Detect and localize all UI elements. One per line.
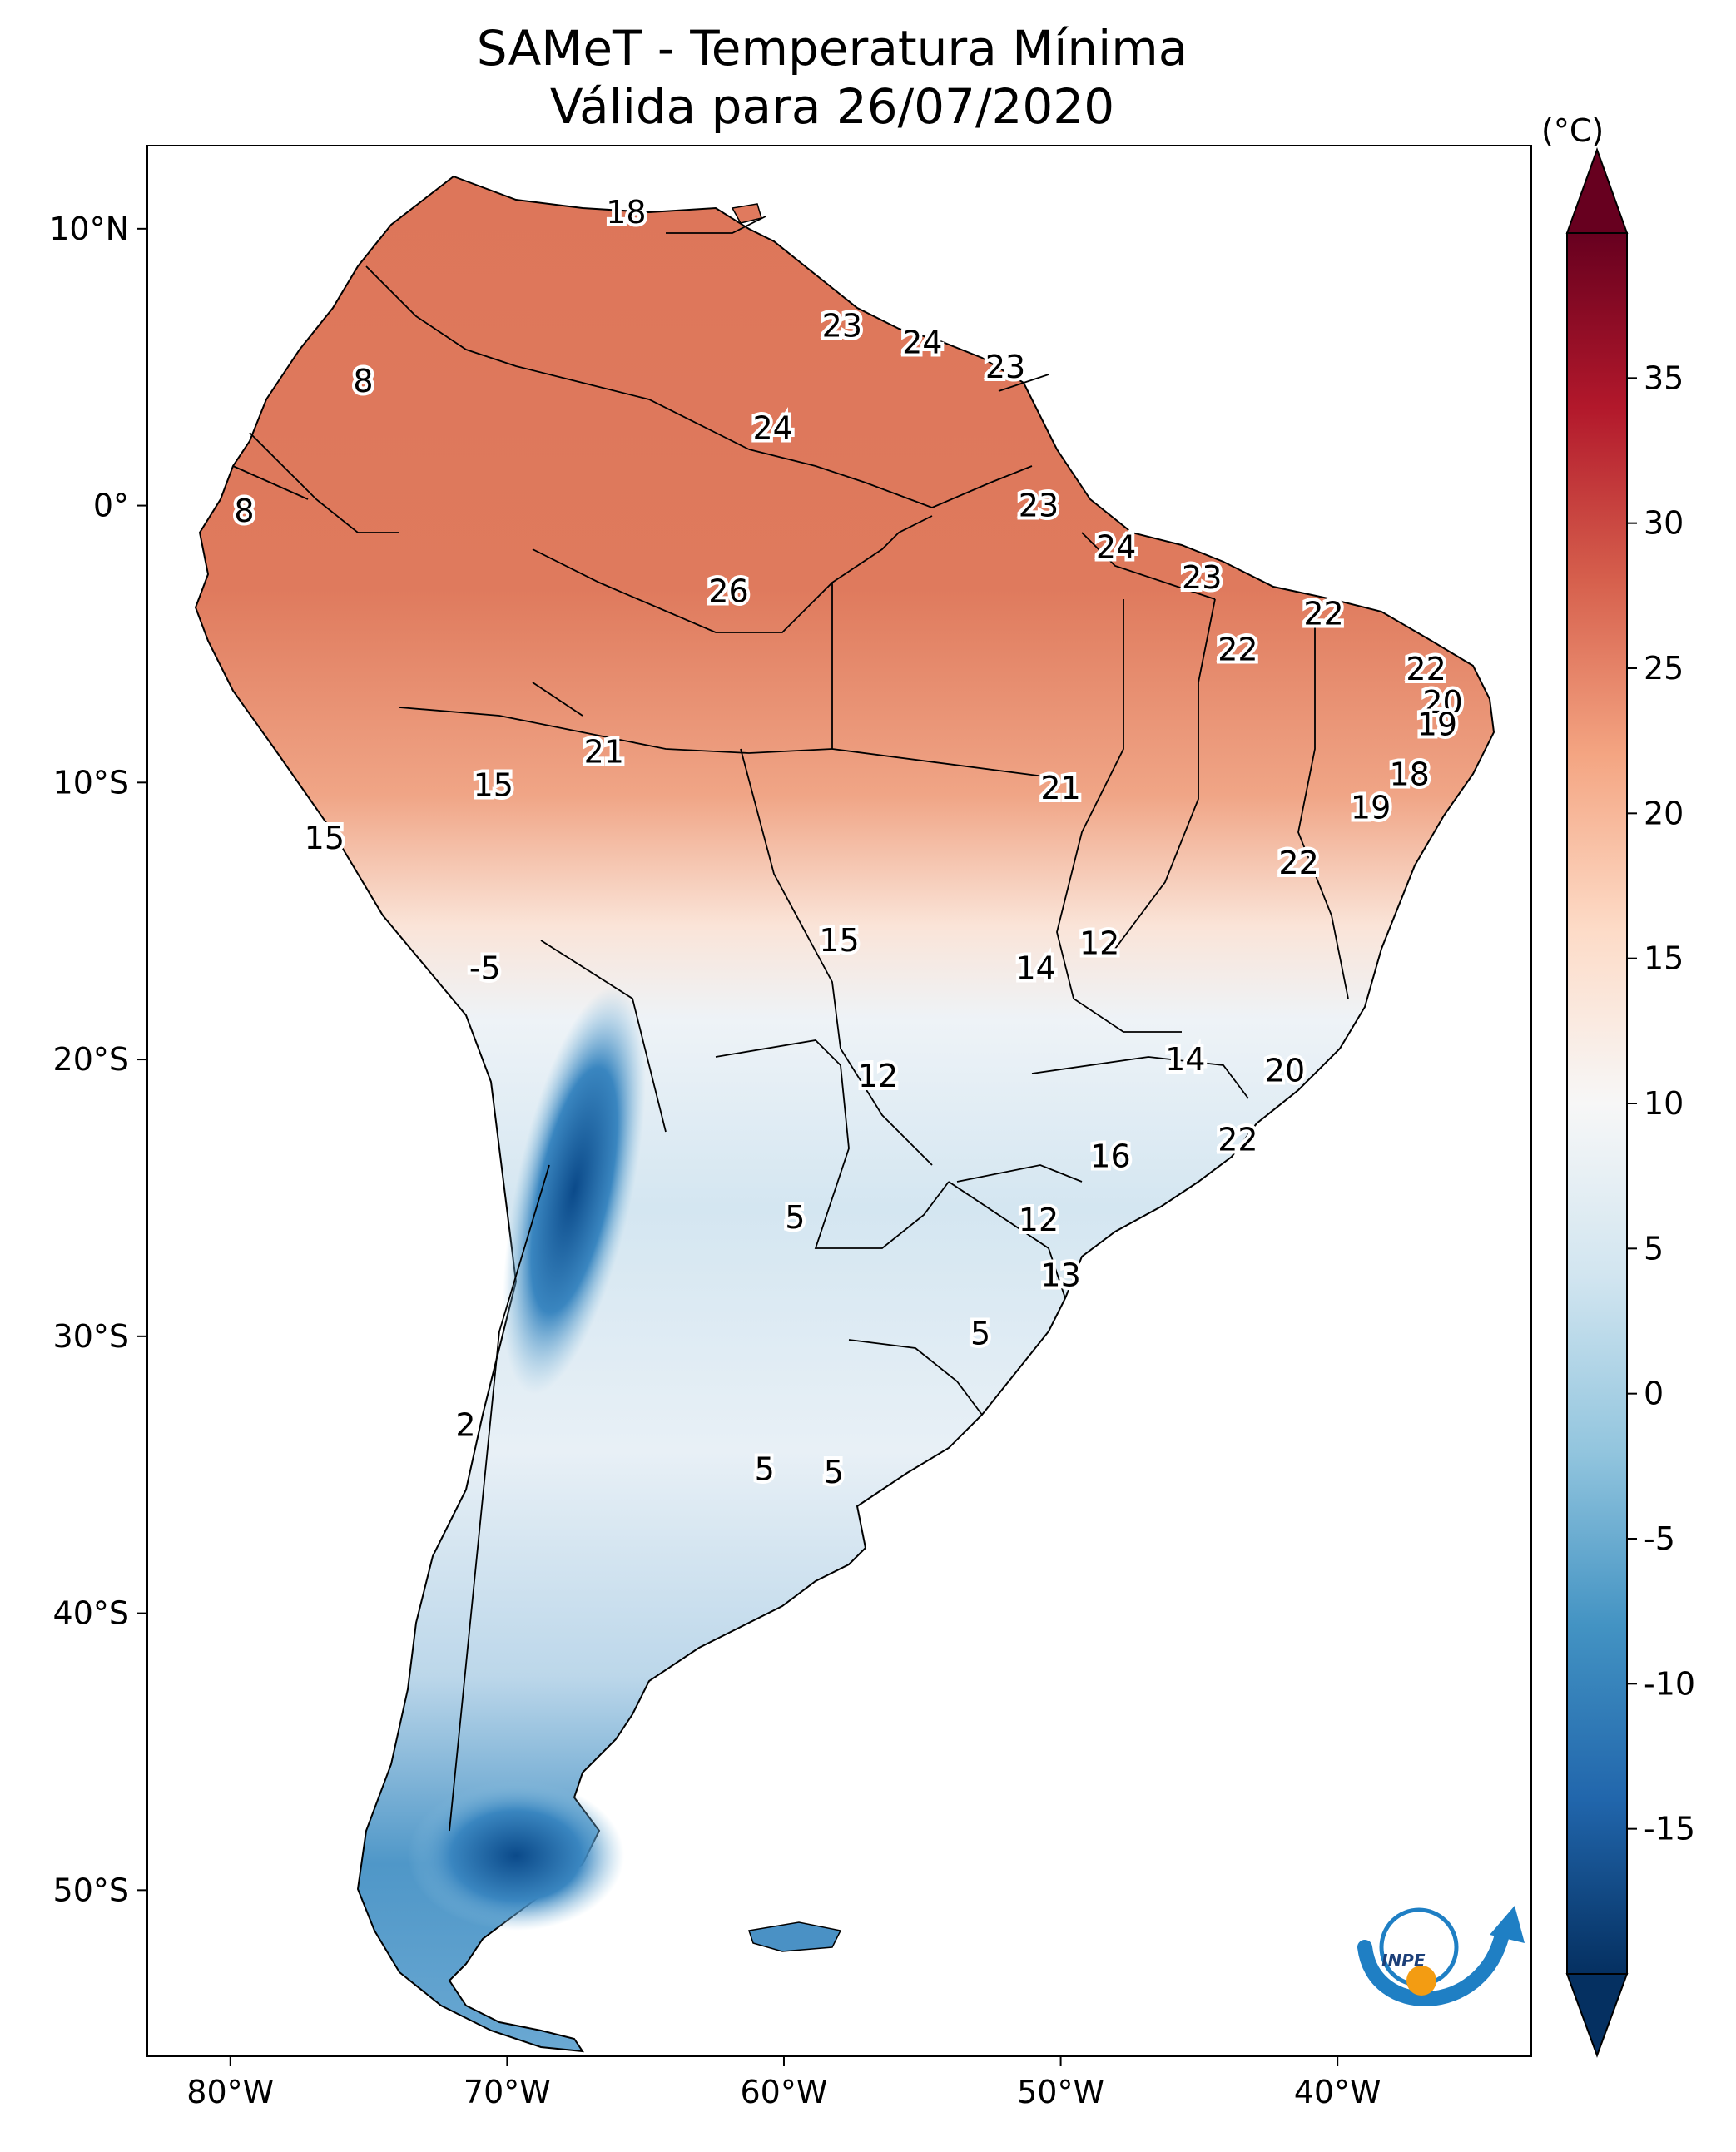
- y-tick-label: 10°N: [49, 211, 129, 247]
- temperature-value-label: 20: [1422, 684, 1462, 721]
- temperature-value-label: 22: [1303, 595, 1343, 632]
- logo-text: INPE: [1381, 1951, 1426, 1971]
- latitude-axis: 10°N 0° 10°S 20°S 30°S 40°S 50°S: [49, 211, 147, 1908]
- patagonia-cold-region: [408, 1781, 624, 1931]
- colorbar-tick-label: 25: [1644, 650, 1684, 687]
- colorbar-tick-label: 5: [1644, 1230, 1664, 1267]
- colorbar-tick-label: 10: [1644, 1085, 1684, 1122]
- colorbar-bottom-extension: [1565, 1973, 1629, 2058]
- temperature-value-label: 23: [822, 307, 862, 344]
- longitude-axis: 80°W 70°W 60°W 50°W 40°W: [186, 2056, 1381, 2110]
- colorbar-ticks: 35 30 25 20 15 10 5 0 -5 -10 -15: [1627, 359, 1695, 1847]
- temperature-value-label: 15: [474, 767, 513, 804]
- x-tick-label: 50°W: [1017, 2074, 1104, 2110]
- temperature-value-label: 22: [1218, 632, 1257, 668]
- temperature-value-label: 14: [1165, 1041, 1205, 1078]
- temperature-value-label: 8: [234, 493, 254, 529]
- country-borders: [232, 216, 1349, 1832]
- temperature-value-label: 12: [858, 1058, 898, 1094]
- temperature-value-label: 19: [1417, 706, 1457, 742]
- temperature-value-label: 22: [1218, 1122, 1257, 1158]
- logo-orange-dot: [1406, 1966, 1436, 1996]
- temperature-value-label: 12: [1079, 925, 1119, 961]
- temperature-value-label: 5: [824, 1454, 844, 1490]
- temperature-value-label: 20: [1265, 1052, 1305, 1088]
- logo-swoosh: [1357, 1927, 1510, 2006]
- map-frame: [146, 145, 1532, 2057]
- temperature-value-label: -5: [469, 950, 501, 986]
- colorbar-top-extension: [1565, 147, 1629, 234]
- map-subtitle: Válida para 26/07/2020: [550, 78, 1114, 135]
- temperature-value-label: 2: [455, 1406, 475, 1443]
- temperature-value-label: 23: [1182, 559, 1222, 596]
- temperature-value-label: 15: [819, 922, 859, 959]
- x-tick-label: 80°W: [186, 2074, 274, 2110]
- temperature-value-label: 14: [1015, 950, 1055, 986]
- temperature-value-label: 21: [1040, 770, 1080, 806]
- temperature-value-label: 5: [970, 1316, 990, 1352]
- temperature-value-label: 5: [785, 1199, 805, 1236]
- y-tick-label: 0°: [93, 488, 129, 524]
- inpe-logo: INPE: [1357, 1906, 1525, 2006]
- x-tick-label: 60°W: [741, 2074, 828, 2110]
- y-tick-label: 20°S: [53, 1041, 129, 1078]
- colorbar-tick-label: -15: [1644, 1811, 1695, 1847]
- colorbar-tick-label: 0: [1644, 1376, 1664, 1412]
- temperature-value-label: 26: [708, 573, 748, 610]
- andes-cold-region: [503, 986, 646, 1394]
- y-tick-label: 30°S: [53, 1318, 129, 1355]
- temperature-value-label: 23: [1019, 488, 1059, 524]
- temperature-value-label: 15: [305, 820, 345, 856]
- temperature-value-label: 21: [584, 734, 624, 771]
- colorbar-tick-label: 35: [1644, 359, 1684, 396]
- temperature-value-label: 24: [1096, 528, 1136, 565]
- temperature-value-label: 13: [1040, 1257, 1080, 1294]
- logo-arrow-icon: [1490, 1906, 1525, 1943]
- map-title: SAMeT - Temperatura Mínima: [477, 20, 1188, 77]
- x-tick-label: 40°W: [1294, 2074, 1381, 2110]
- temperature-value-label: 22: [1406, 651, 1446, 687]
- colorbar-tick-label: 15: [1644, 940, 1684, 977]
- colorbar-tick-label: -5: [1644, 1520, 1675, 1557]
- y-tick-label: 50°S: [53, 1872, 129, 1908]
- temperature-value-label: 12: [1019, 1202, 1059, 1238]
- temperature-value-label: 24: [902, 324, 942, 360]
- falkland-islands: [748, 1921, 842, 1952]
- temperature-value-label: 5: [755, 1451, 775, 1488]
- map-area: [147, 146, 1531, 2056]
- temperature-value-label: 8: [353, 363, 373, 399]
- y-tick-label: 40°S: [53, 1595, 129, 1632]
- temperature-value-label: 24: [752, 409, 792, 446]
- temperature-value-label: 23: [985, 349, 1025, 385]
- colorbar-tick-label: -10: [1644, 1665, 1695, 1702]
- temperature-value-label: 16: [1090, 1138, 1130, 1175]
- temperature-value-label: 18: [1389, 756, 1429, 792]
- colorbar-unit: (°C): [1541, 112, 1604, 149]
- temperature-value-label: 19: [1351, 789, 1391, 826]
- colorbar-gradient: [1566, 232, 1628, 1975]
- x-tick-label: 70°W: [464, 2074, 551, 2110]
- temperature-value-label: 22: [1278, 845, 1318, 881]
- colorbar-tick-label: 20: [1644, 795, 1684, 831]
- y-tick-label: 10°S: [53, 764, 129, 801]
- temperature-value-label: 18: [606, 194, 646, 231]
- colorbar-tick-label: 30: [1644, 505, 1684, 542]
- colorbar: (°C) 35 30 25 20 15 10 5 0 -5 -10 -15: [1541, 112, 1695, 2058]
